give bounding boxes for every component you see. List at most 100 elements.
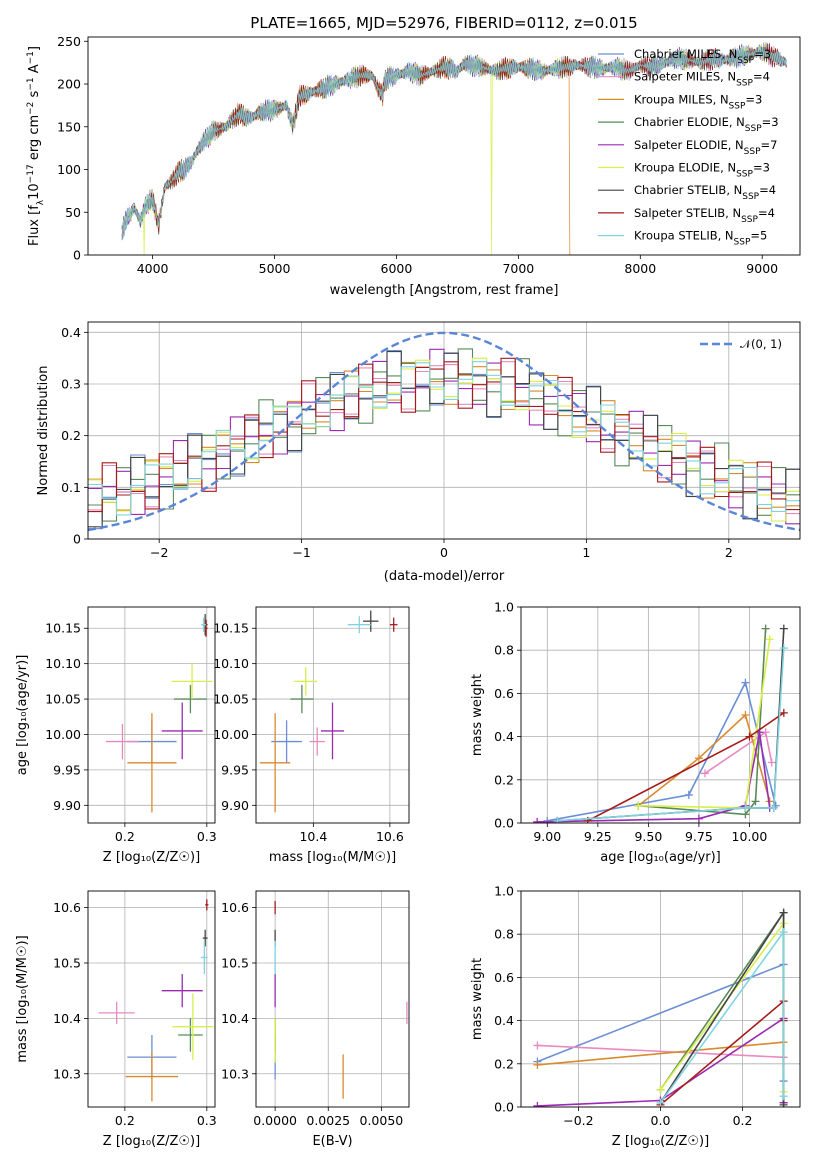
y-tick-label: 200 xyxy=(57,77,81,92)
mass-weight-marker xyxy=(533,1041,542,1050)
y-tick-label: 1.0 xyxy=(494,600,514,615)
errorbar-point xyxy=(271,720,302,763)
mass-weight-marker xyxy=(779,1100,788,1107)
x-tick-label: 10.00 xyxy=(732,829,768,844)
y-tick-label: 100 xyxy=(57,162,81,177)
y-tick-label: 0.4 xyxy=(494,729,514,744)
errorbar-point xyxy=(161,702,203,760)
legend-entry-part: Salpeter ELODIE, N xyxy=(634,138,744,152)
mass-weight-marker xyxy=(741,678,750,687)
legend-entry-part: Kroupa ELODIE, N xyxy=(634,161,736,175)
residuals-axes: −2 −1 0 1 2 0 0.1 0.2 0.3 0.4 (data-model)/error No… xyxy=(36,321,801,584)
errorbar-point xyxy=(259,713,291,813)
mass-weight-marker xyxy=(765,635,774,644)
y-axis-label-part: erg cm xyxy=(27,115,42,164)
y-tick-label: 0.8 xyxy=(494,927,514,942)
histogram-series xyxy=(88,351,800,528)
errorbar-point xyxy=(347,616,371,634)
legend-entry-part: SSP xyxy=(745,124,762,134)
legend-entry-part: =5 xyxy=(750,229,767,243)
y-axis-label-part: 10 xyxy=(27,183,42,200)
y-tick-label: 10.05 xyxy=(213,692,249,707)
legend-entry: Salpeter MILES, NSSP=4 xyxy=(634,70,770,89)
age_vs_Z-axes: 0.2 0.3 9.90 9.95 10.00 10.05 10.10 10.15 Z [log… xyxy=(15,606,217,865)
y-tick-label: 10.3 xyxy=(221,1066,249,1081)
x-tick-label: 2 xyxy=(725,545,733,560)
x-tick-label: 0.0050 xyxy=(360,1113,404,1128)
legend-entry-part: SSP xyxy=(736,79,753,89)
mass-weight-marker xyxy=(684,790,693,799)
x-tick-label: −1 xyxy=(292,545,310,560)
x-tick-label: 0.2 xyxy=(115,1113,135,1128)
x-tick-label: 0 xyxy=(440,545,448,560)
legend-entry-part: =3 xyxy=(745,92,762,106)
x-tick-label: 8000 xyxy=(624,261,656,276)
mass-weight-marker xyxy=(543,816,552,823)
x-tick-label: 0.2 xyxy=(115,829,135,844)
legend-entry-part: =4 xyxy=(759,183,776,197)
errorbar-point xyxy=(309,727,325,756)
y-tick-label: 0.6 xyxy=(494,686,514,701)
y-tick-label: 10.00 xyxy=(45,727,81,742)
mass-weight-marker xyxy=(751,797,760,806)
mass-weight-marker xyxy=(656,1098,665,1107)
age_vs_Z-plot-area xyxy=(106,614,213,813)
y-tick-label: 10.6 xyxy=(53,900,81,915)
y-tick-label: 9.95 xyxy=(53,762,81,777)
y-tick-label: 50 xyxy=(65,205,81,220)
x-tick-label: 6000 xyxy=(381,261,413,276)
legend-entry-part: =3 xyxy=(762,115,779,129)
mass-weight-series xyxy=(553,644,788,823)
mass-weight-marker xyxy=(533,817,542,823)
x-axis-label: mass [log₁₀(M/M☉)] xyxy=(269,850,396,865)
y-axis-label: mass weight xyxy=(470,674,485,756)
y-tick-label: 0.2 xyxy=(494,1056,514,1071)
mass-weight-marker xyxy=(745,732,754,741)
errorbar-point xyxy=(321,702,344,760)
y-tick-label: 0.2 xyxy=(494,772,514,787)
mass-weight-marker xyxy=(767,758,776,767)
errorbar-point xyxy=(201,940,208,975)
errorbar-point xyxy=(98,1001,135,1024)
residual-legend: 𝒩(0, 1) xyxy=(700,337,782,351)
mw_vs_age-frame xyxy=(520,606,801,824)
mass_vs_Z-plot-area xyxy=(98,899,214,1102)
mass-weight-marker xyxy=(769,803,778,812)
mass-weight-line xyxy=(537,1044,784,1059)
x-axis-label: Z [log₁₀(Z/Z☉)] xyxy=(612,1134,709,1149)
spectrum-series-line xyxy=(121,45,787,240)
y-tick-label: 10.10 xyxy=(45,656,81,671)
mass-weight-series xyxy=(543,678,780,823)
x-tick-label: 9000 xyxy=(746,261,778,276)
age_vs_mass-plot-area xyxy=(259,610,398,813)
errorbar-point xyxy=(294,667,318,696)
mw_vs_age-axes: 9.00 9.25 9.50 9.75 10.00 0.0 0.2 0.4 0.6 0.8 1.0 a… xyxy=(470,600,801,865)
mass-weight-series xyxy=(656,908,788,1107)
legend-entry-part: Kroupa STELIB, N xyxy=(634,229,734,243)
x-tick-label: 9.00 xyxy=(533,829,561,844)
mw_vs_age-plot-area xyxy=(533,624,788,823)
legend-entry-part: Chabrier MILES, N xyxy=(634,47,737,61)
x-tick-label: 10.6 xyxy=(376,829,404,844)
y-tick-label: 10.10 xyxy=(213,656,249,671)
x-tick-label: 0.0025 xyxy=(306,1113,350,1128)
mass-weight-marker xyxy=(779,708,788,717)
legend-entry-part: Kroupa MILES, N xyxy=(634,92,729,106)
legend-entry-part: =3 xyxy=(754,47,771,61)
x-tick-label: 4000 xyxy=(137,261,169,276)
legend-entry-part: SSP xyxy=(744,147,761,157)
residuals-plot-area xyxy=(88,331,800,532)
y-tick-label: 0.6 xyxy=(494,970,514,985)
x-tick-label: 9.50 xyxy=(634,829,662,844)
y-axis-label-part: −1 xyxy=(26,51,36,64)
mw_vs_Z-plot-area xyxy=(533,908,788,1107)
y-axis-label: mass [log₁₀(M/M☉)] xyxy=(15,935,30,1062)
y-tick-label: 10.6 xyxy=(221,900,249,915)
y-tick-label: 10.5 xyxy=(221,956,249,971)
y-tick-label: 150 xyxy=(57,119,81,134)
y-tick-label: 10.15 xyxy=(45,621,81,636)
legend-entry: Salpeter STELIB, NSSP=4 xyxy=(634,206,775,225)
mass-weight-marker xyxy=(779,928,788,937)
legend-entry: Chabrier MILES, NSSP=3 xyxy=(634,47,771,66)
